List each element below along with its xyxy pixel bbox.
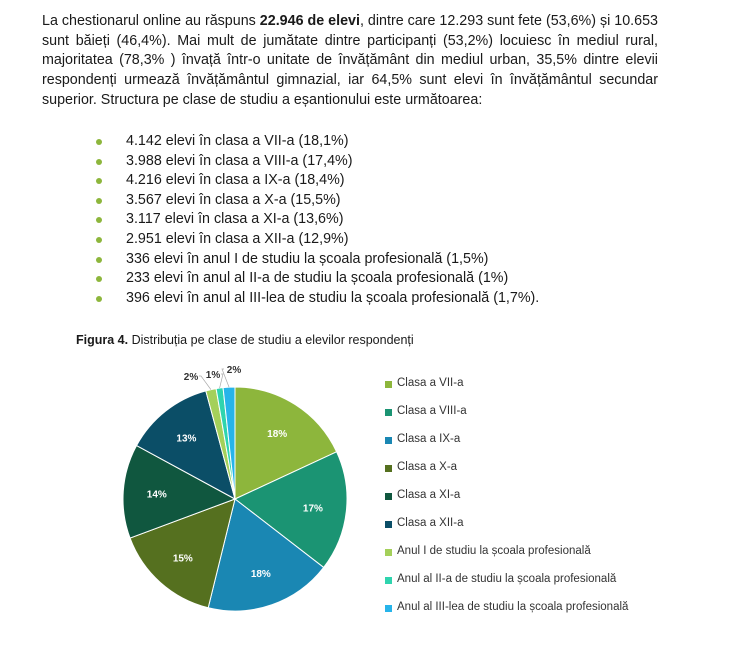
list-item: 4.142 elevi în clasa a VII-a (18,1%) — [96, 132, 539, 152]
leader-line — [199, 375, 212, 390]
slice-label: 18% — [251, 569, 271, 580]
legend-swatch — [385, 493, 392, 500]
legend-swatch — [385, 409, 392, 416]
legend-label: Clasa a XI-a — [397, 489, 461, 501]
list-item: 4.216 elevi în clasa a IX-a (18,4%) — [96, 171, 539, 191]
list-item: 336 elevi în anul I de studiu la școala … — [96, 250, 539, 270]
list-item: 3.988 elevi în clasa a VIII-a (17,4%) — [96, 152, 539, 172]
list-item: 3.567 elevi în clasa a X-a (15,5%) — [96, 191, 539, 211]
legend-item: Anul I de studiu la școala profesională — [385, 545, 628, 573]
legend-swatch — [385, 437, 392, 444]
pie-slice — [135, 390, 236, 500]
respondent-count: 22.946 de elevi — [259, 13, 360, 29]
list-item: 2.951 elevi în clasa a XII-a (12,9%) — [96, 230, 539, 250]
list-item: 233 elevi în anul al II-a de studiu la ș… — [96, 269, 539, 289]
list-item: 3.117 elevi în clasa a XI-a (13,6%) — [96, 210, 539, 230]
slice-label: 15% — [173, 554, 193, 565]
slice-label: 1% — [206, 370, 221, 381]
legend-swatch — [385, 521, 392, 528]
chart-legend: Clasa a VII-a Clasa a VIII-a Clasa a IX-a C… — [385, 377, 628, 629]
pie-slice — [122, 444, 237, 539]
paragraph-text: La chestionarul online au răspuns — [42, 13, 260, 29]
intro-paragraph: La chestionarul online au răspuns 22.946… — [42, 12, 658, 111]
figure-title: Distribuția pe clase de studiu a elevilo… — [128, 333, 414, 347]
slice-label: 17% — [303, 504, 323, 515]
legend-item: Anul al II-a de studiu la școala profesi… — [385, 573, 628, 601]
legend-swatch — [385, 381, 392, 388]
legend-item: Clasa a VIII-a — [385, 405, 628, 433]
legend-label: Clasa a X-a — [397, 461, 458, 473]
slice-label: 14% — [147, 489, 167, 500]
legend-label: Clasa a VIII-a — [397, 405, 467, 417]
legend-label: Anul al II-a de studiu la școala profesi… — [397, 573, 617, 585]
slice-label: 13% — [176, 433, 196, 444]
slice-label: 18% — [267, 429, 287, 440]
paragraph-text: , dintre care 12.293 sunt fete (53,6%) ș… — [42, 13, 659, 108]
legend-label: Clasa a VII-a — [397, 377, 464, 389]
legend-item: Clasa a XI-a — [385, 489, 628, 517]
list-item: 396 elevi în anul al III-lea de studiu l… — [96, 289, 539, 309]
figure-caption: Figura 4. Distribuția pe clase de studiu… — [76, 333, 414, 347]
legend-item: Clasa a VII-a — [385, 377, 628, 405]
legend-item: Clasa a XII-a — [385, 517, 628, 545]
legend-swatch — [385, 605, 392, 612]
legend-item: Clasa a IX-a — [385, 433, 628, 461]
class-distribution-list: 4.142 elevi în clasa a VII-a (18,1%) 3.9… — [96, 132, 539, 308]
slice-label: 2% — [184, 372, 199, 383]
legend-label: Anul al III-lea de studiu la școala prof… — [397, 601, 629, 613]
legend-item: Clasa a X-a — [385, 461, 628, 489]
pie-slice — [234, 386, 338, 500]
pie-slice — [207, 498, 325, 612]
legend-item: Anul al III-lea de studiu la școala prof… — [385, 601, 628, 629]
leader-line — [219, 373, 224, 389]
leader-line — [221, 368, 230, 388]
slice-label: 2% — [227, 365, 242, 376]
legend-swatch — [385, 549, 392, 556]
pie-slice — [129, 498, 236, 609]
legend-label: Clasa a XII-a — [397, 517, 464, 529]
figure-label: Figura 4. — [76, 333, 129, 347]
pie-slice — [234, 451, 348, 569]
legend-swatch — [385, 577, 392, 584]
legend-label: Anul I de studiu la școala profesională — [397, 545, 591, 557]
legend-swatch — [385, 465, 392, 472]
legend-label: Clasa a IX-a — [397, 433, 461, 445]
